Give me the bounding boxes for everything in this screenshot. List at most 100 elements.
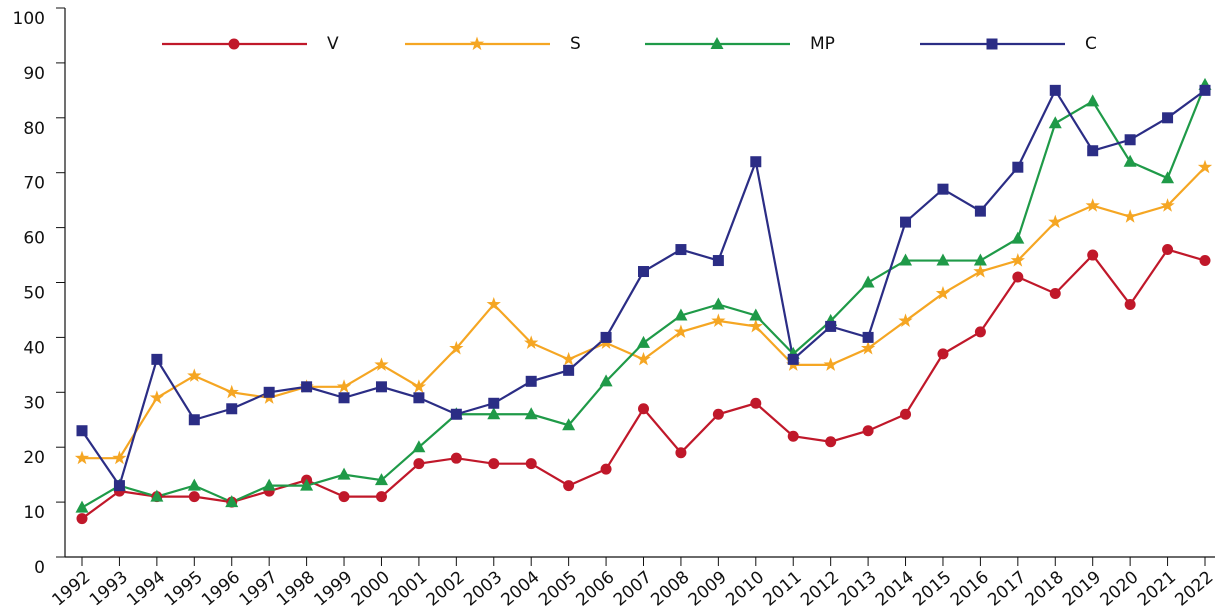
- point: [673, 324, 689, 338]
- x-tick-label: 1993: [86, 567, 132, 610]
- x-tick-label: 2011: [760, 567, 806, 610]
- point: [711, 313, 726, 327]
- point: [412, 440, 426, 453]
- point: [973, 264, 988, 278]
- y-tick-label: 10: [23, 503, 45, 523]
- point: [1049, 84, 1061, 96]
- point: [413, 392, 425, 404]
- point: [750, 156, 762, 168]
- y-tick-label: 90: [23, 64, 45, 84]
- point: [1049, 287, 1061, 299]
- point: [488, 458, 500, 470]
- point: [750, 397, 762, 409]
- point: [338, 491, 350, 503]
- x-tick-label: 2013: [835, 567, 881, 610]
- x-tick-label: 2007: [610, 567, 656, 610]
- point: [449, 340, 464, 355]
- legend-label: S: [570, 34, 581, 54]
- point: [898, 313, 913, 327]
- legend-marker: [228, 38, 240, 50]
- point: [374, 473, 388, 486]
- point: [374, 357, 389, 371]
- point: [336, 379, 352, 393]
- point: [338, 392, 350, 404]
- point: [151, 353, 163, 365]
- x-tick-label: 1992: [48, 567, 94, 610]
- point: [638, 266, 649, 278]
- point: [974, 205, 986, 217]
- point: [413, 458, 425, 470]
- point: [1124, 298, 1136, 310]
- point: [712, 408, 724, 420]
- point: [1160, 198, 1175, 212]
- point: [524, 407, 538, 420]
- point: [1161, 171, 1175, 184]
- point: [188, 491, 200, 503]
- point: [1048, 116, 1062, 129]
- point: [486, 296, 501, 311]
- point: [1011, 231, 1025, 244]
- legend-label: C: [1085, 34, 1097, 54]
- legend-marker: [710, 37, 724, 49]
- x-tick-label: 2001: [385, 567, 431, 610]
- series-line: [82, 166, 1206, 460]
- point: [150, 489, 164, 502]
- point: [224, 384, 239, 399]
- point: [712, 255, 724, 267]
- x-tick-label: 1995: [161, 567, 207, 610]
- x-tick-label: 2004: [498, 567, 544, 610]
- x-tick-label: 1997: [236, 567, 282, 610]
- legend-label: MP: [810, 34, 835, 54]
- point: [226, 403, 238, 415]
- point: [301, 381, 313, 393]
- point: [862, 331, 874, 343]
- point: [637, 335, 650, 348]
- x-tick-label: 1999: [310, 567, 356, 610]
- point: [525, 375, 537, 387]
- x-tick-label: 2014: [872, 567, 918, 610]
- point: [600, 331, 612, 343]
- point: [563, 364, 575, 376]
- x-tick-label: 1998: [273, 567, 319, 610]
- point: [674, 308, 688, 321]
- point: [563, 480, 575, 492]
- point: [1086, 94, 1100, 107]
- point: [636, 351, 651, 366]
- legend-label: V: [327, 34, 339, 54]
- point: [937, 183, 949, 195]
- x-tick-label: 2022: [1171, 567, 1217, 610]
- point: [149, 390, 164, 404]
- x-tick-label: 2000: [348, 567, 394, 610]
- point: [748, 318, 763, 333]
- x-tick-label: 2017: [984, 567, 1030, 610]
- point: [675, 447, 687, 459]
- x-tick-label: 1994: [123, 567, 169, 610]
- legend-marker: [986, 38, 998, 50]
- x-tick-label: 2010: [722, 567, 768, 610]
- point: [825, 436, 837, 448]
- y-tick-label: 80: [23, 119, 45, 139]
- point: [900, 216, 912, 228]
- point: [411, 379, 427, 393]
- point: [1124, 134, 1136, 146]
- point: [524, 335, 539, 349]
- point: [74, 450, 90, 465]
- point: [1123, 209, 1138, 223]
- point: [1199, 255, 1211, 267]
- x-tick-label: 2006: [572, 567, 618, 610]
- x-tick-label: 2021: [1134, 567, 1180, 610]
- point: [1085, 198, 1100, 212]
- series-line: [81, 84, 1207, 509]
- point: [488, 397, 500, 409]
- x-tick-label: 2003: [460, 567, 506, 610]
- point: [1012, 161, 1024, 173]
- point: [1197, 159, 1213, 174]
- point: [225, 495, 239, 508]
- point: [936, 253, 950, 266]
- point: [1123, 154, 1137, 167]
- point: [450, 408, 462, 420]
- x-tick-label: 2018: [1022, 567, 1068, 610]
- x-tick-label: 2016: [947, 567, 993, 610]
- point: [935, 285, 951, 300]
